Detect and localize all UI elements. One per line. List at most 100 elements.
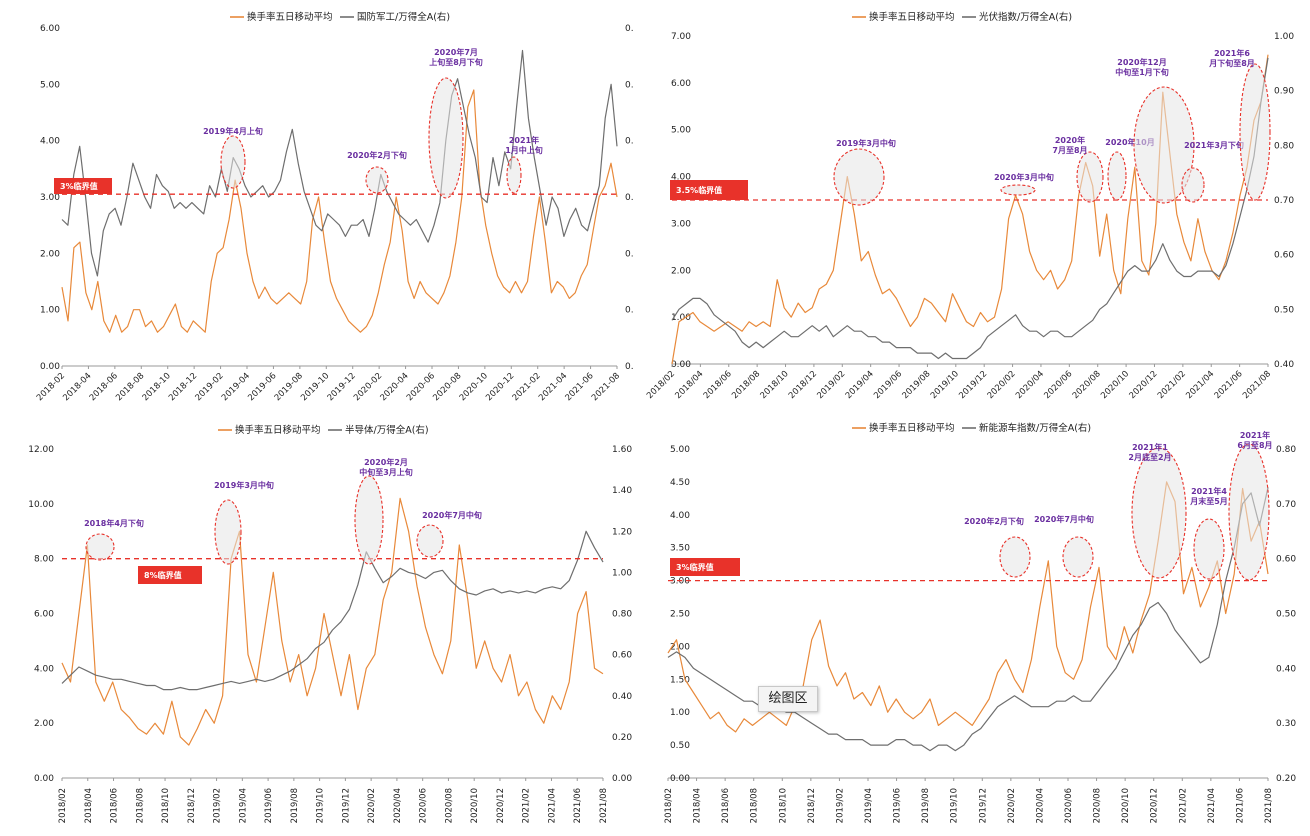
x-tick-label: 2020/02: [986, 369, 1018, 401]
y-right-tick-label: 0.00: [612, 774, 632, 784]
x-tick-label: 2020/12: [1128, 369, 1160, 401]
x-tick-label: 2018/08: [750, 788, 760, 823]
x-tick-label: 2018/02: [664, 788, 674, 823]
y-right-tick-label: 0.20: [1276, 774, 1296, 784]
annotation-label: 中旬至3月上旬: [359, 467, 413, 477]
x-tick-label: 2020/04: [1014, 369, 1046, 401]
y-left-tick-label: 7.00: [671, 32, 691, 42]
x-tick-label: 2021-08: [590, 371, 622, 403]
x-tick-label: 2021/04: [1207, 788, 1217, 823]
y-right-tick-label: 1.00: [1274, 32, 1294, 42]
x-tick-label: 2021/04: [1184, 369, 1216, 401]
annotation-label: 2020年7月: [434, 47, 478, 57]
x-tick-label: 2020/02: [1007, 788, 1017, 823]
x-tick-label: 2019/12: [957, 369, 989, 401]
y-left-tick-label: 5.00: [671, 126, 691, 136]
y-right-tick-label: 0.20: [612, 733, 632, 743]
chart-panel-defense: 0.00 1.00 2.00 3.00 4.00 5.00 6.00 0. 0. 0. 0. 0. 0.…: [35, 11, 634, 403]
y-right-tick-label: 0.50: [1276, 610, 1296, 620]
x-tick-label: 2018/12: [787, 369, 819, 401]
y-right-tick-label: 0.40: [1274, 360, 1294, 370]
x-tick-label: 2019/08: [290, 788, 300, 823]
annotation-label: 2020年2月: [364, 457, 408, 467]
y-left-tick-label: 0.00: [670, 774, 690, 784]
x-tick-label: 2020/04: [393, 788, 403, 823]
y-left-tick-label: 4.00: [40, 137, 60, 147]
y-right-tick-label: 0.70: [1274, 196, 1294, 206]
x-tick-label: 2020/12: [496, 788, 506, 823]
x-tick-label: 2018/10: [778, 788, 788, 823]
threshold-badge: [670, 558, 740, 576]
x-tick-label: 2018/04: [673, 369, 705, 401]
y-left-tick-label: 3.00: [670, 577, 690, 587]
x-tick-label: 2018/06: [721, 788, 731, 823]
annotation-label: 2021年1: [1132, 442, 1168, 452]
annotation-label: 2020年3月中旬: [994, 172, 1054, 182]
x-tick-label: 2018/06: [110, 788, 120, 823]
annotation-bubble: [85, 533, 115, 561]
annotation-bubble: [999, 536, 1031, 578]
y-right-tick-label: 0.30: [1276, 719, 1296, 729]
y-left-tick-label: 0.00: [671, 360, 691, 370]
y-right-tick-label: 0.: [625, 362, 634, 372]
y-left-tick-label: 2.00: [34, 719, 54, 729]
x-tick-label: 2018/10: [759, 369, 791, 401]
y-left-tick-label: 4.00: [34, 664, 54, 674]
annotation-bubble: [220, 135, 246, 189]
x-tick-label: 2018/10: [161, 788, 171, 823]
x-tick-label: 2021/02: [1178, 788, 1188, 823]
annotation-label: 2019年4月上旬: [203, 126, 263, 136]
y-right-tick-label: 1.60: [612, 445, 632, 455]
y-right-tick-label: 0.60: [1276, 555, 1296, 565]
chart-panel-semiconductor: 0.00 2.00 4.00 6.00 8.00 10.00 12.00 0.00 0.20 0.…: [28, 424, 632, 823]
y-right-tick-label: 0.60: [612, 651, 632, 661]
x-tick-label: 2019/10: [950, 788, 960, 823]
y-right-tick-label: 0.: [625, 80, 634, 90]
x-tick-label: 2020/10: [1121, 788, 1131, 823]
y-left-tick-label: 3.50: [670, 544, 690, 554]
y-left-tick-label: 4.50: [670, 478, 690, 488]
x-tick-label: 2019/08: [901, 369, 933, 401]
y-right-tick-label: 1.20: [612, 527, 632, 537]
x-tick-label: 2018/04: [84, 788, 94, 823]
y-right-tick-label: 0.40: [612, 692, 632, 702]
x-tick-label: 2021/06: [573, 788, 583, 823]
y-right-tick-label: 1.00: [612, 568, 632, 578]
x-tick-label: 2021/02: [1156, 369, 1188, 401]
y-right-tick-label: 1.40: [612, 486, 632, 496]
annotation-bubble: [833, 148, 885, 206]
x-tick-label: 2018/06: [702, 369, 734, 401]
ratio-series-line: [671, 57, 1269, 360]
x-tick-label: 2019/04: [864, 788, 874, 823]
x-tick-label: 2020/02: [367, 788, 377, 823]
annotation-bubble: [1133, 86, 1195, 204]
y-left-tick-label: 1.00: [40, 306, 60, 316]
annotation-bubble: [428, 77, 464, 199]
annotation-label: 1月中上旬: [505, 145, 543, 155]
annotation-label: 中旬至1月下旬: [1115, 67, 1169, 77]
x-tick-label: 2021/08: [1241, 369, 1273, 401]
y-left-tick-label: 2.50: [670, 610, 690, 620]
annotation-bubble: [354, 475, 384, 565]
annotation-bubble: [506, 156, 522, 194]
y-left-tick-label: 1.00: [670, 708, 690, 718]
y-left-tick-label: 4.00: [671, 173, 691, 183]
x-tick-label: 2019/06: [264, 788, 274, 823]
y-right-tick-label: 0.80: [1276, 445, 1296, 455]
annotation-label: 2018年4月下旬: [84, 518, 144, 528]
y-left-tick-label: 4.00: [670, 511, 690, 521]
x-tick-label: 2021/04: [547, 788, 557, 823]
y-left-tick-label: 6.00: [671, 79, 691, 89]
annotation-label: 2019年3月中旬: [836, 138, 896, 148]
x-tick-label: 2021/06: [1213, 369, 1245, 401]
ratio-series-line: [61, 49, 618, 277]
x-tick-label: 2019/12: [341, 788, 351, 823]
x-tick-label: 2019/08: [921, 788, 931, 823]
y-left-tick-label: 6.00: [34, 610, 54, 620]
annotation-label: 2月底至2月: [1128, 452, 1171, 462]
legend-label-turnover: 换手率五日移动平均: [869, 11, 955, 23]
x-tick-label: 2019/04: [238, 788, 248, 823]
x-tick-label: 2021/02: [522, 788, 532, 823]
threshold-badge-label: 3%临界值: [60, 181, 98, 191]
